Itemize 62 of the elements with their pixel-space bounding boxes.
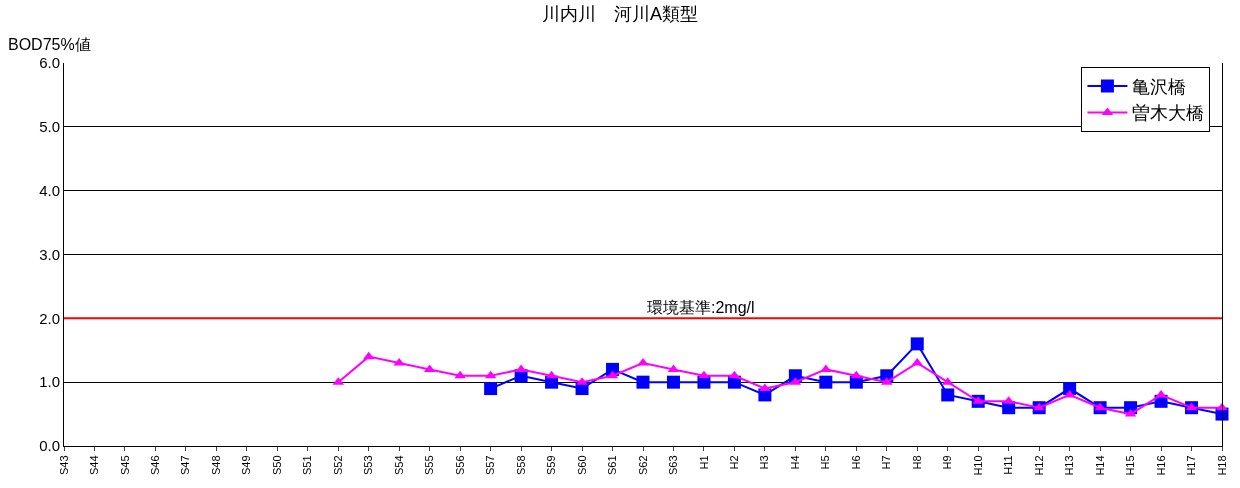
y-tick-label: 5.0 (39, 118, 60, 136)
point (759, 383, 771, 392)
x-tick-label: S43 (57, 455, 70, 475)
legend-label: 亀沢橋 (1132, 77, 1187, 98)
y-tick-label: 3.0 (39, 245, 60, 263)
x-tick-label: H4 (788, 455, 801, 470)
x-tick-label: S60 (575, 455, 588, 475)
x-tick-label: H3 (758, 455, 771, 470)
point (484, 382, 498, 396)
x-tick-label: H6 (849, 455, 862, 470)
x-tick-label: S58 (514, 455, 527, 475)
x-tick-label: S54 (392, 455, 405, 475)
point (1094, 402, 1106, 411)
x-tick-label: H16 (1154, 455, 1167, 476)
x-tick-label: H13 (1063, 455, 1076, 476)
x-tick-label: S53 (362, 455, 375, 475)
x-tick-label: H18 (1215, 455, 1228, 476)
x-tick-label: S56 (453, 455, 466, 475)
legend-label: 曽木大橋 (1132, 103, 1205, 124)
x-tick-label: S52 (331, 455, 344, 475)
x-tick-label: H17 (1185, 455, 1198, 476)
y-tick-label: 6.0 (39, 54, 60, 72)
x-tick-label: H11 (1002, 455, 1015, 475)
y-tick-label: 1.0 (39, 373, 60, 391)
point (941, 388, 955, 402)
y-tick-label: 0.0 (39, 437, 60, 455)
y-axis-title: BOD75%値 (8, 36, 91, 53)
x-tick-label: S50 (270, 455, 283, 475)
x-tick-label: S57 (484, 455, 497, 475)
chart-title: 川内川 河川A類型 (541, 3, 699, 24)
x-tick-label: H7 (880, 455, 893, 470)
x-tick-label: H14 (1093, 455, 1106, 476)
ref-line-label: 環境基準:2mg/l (647, 299, 755, 316)
x-tick-label: S51 (301, 455, 314, 475)
x-tick-label: H5 (819, 455, 832, 470)
point (454, 370, 466, 379)
x-tick-label: S62 (636, 455, 649, 475)
point (636, 375, 650, 389)
point (910, 337, 924, 351)
x-tick-label: S49 (240, 455, 253, 475)
x-tick-label: H10 (971, 455, 984, 476)
x-tick-label: H12 (1032, 455, 1045, 476)
x-tick-label: H2 (727, 455, 740, 470)
point (666, 375, 680, 389)
y-tick-label: 4.0 (39, 181, 60, 199)
y-tick-label: 2.0 (39, 309, 60, 327)
x-tick-label: H1 (697, 455, 710, 470)
x-tick-label: H8 (910, 455, 923, 470)
x-tick-label: S45 (118, 455, 131, 475)
x-tick-label: H15 (1124, 455, 1137, 476)
x-tick-label: S61 (606, 455, 619, 475)
x-tick-label: S48 (209, 455, 222, 475)
x-tick-label: S44 (88, 455, 101, 475)
x-tick-label: S47 (179, 455, 192, 475)
point (819, 375, 833, 389)
x-tick-label: S55 (423, 455, 436, 475)
x-tick-label: S46 (148, 455, 161, 475)
x-tick-label: S63 (667, 455, 680, 475)
x-tick-label: H9 (941, 455, 954, 470)
point (1033, 402, 1045, 411)
point (698, 370, 710, 379)
x-tick-label: S59 (545, 455, 558, 475)
